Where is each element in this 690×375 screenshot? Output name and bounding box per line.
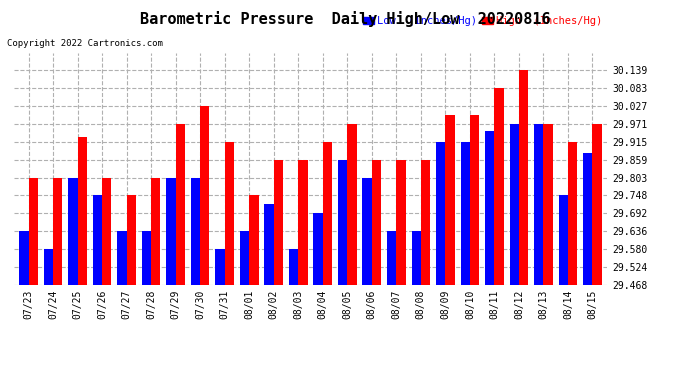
- Bar: [92, 195, 102, 285]
- Bar: [593, 124, 602, 285]
- Bar: [68, 178, 77, 285]
- Bar: [445, 115, 455, 285]
- Bar: [53, 178, 62, 285]
- Bar: [19, 231, 28, 285]
- Bar: [142, 231, 151, 285]
- Bar: [215, 249, 225, 285]
- Bar: [372, 160, 381, 285]
- Bar: [568, 142, 578, 285]
- Bar: [436, 142, 445, 285]
- Bar: [544, 124, 553, 285]
- Bar: [117, 231, 126, 285]
- Bar: [559, 195, 568, 285]
- Text: Barometric Pressure  Daily High/Low  20220816: Barometric Pressure Daily High/Low 20220…: [139, 11, 551, 27]
- Bar: [43, 249, 53, 285]
- Bar: [166, 178, 176, 285]
- Bar: [289, 249, 298, 285]
- Bar: [387, 231, 396, 285]
- Bar: [249, 195, 259, 285]
- Bar: [421, 160, 430, 285]
- Bar: [225, 142, 234, 285]
- Bar: [200, 106, 210, 285]
- Bar: [126, 195, 136, 285]
- Bar: [396, 160, 406, 285]
- Bar: [264, 204, 274, 285]
- Bar: [102, 178, 111, 285]
- Bar: [298, 160, 308, 285]
- Bar: [151, 178, 161, 285]
- Bar: [583, 153, 593, 285]
- Bar: [495, 88, 504, 285]
- Legend: Low  (Inches/Hg), High  (Inches/Hg): Low (Inches/Hg), High (Inches/Hg): [364, 16, 602, 26]
- Bar: [313, 213, 323, 285]
- Bar: [519, 70, 529, 285]
- Bar: [191, 178, 200, 285]
- Bar: [460, 142, 470, 285]
- Bar: [323, 142, 332, 285]
- Bar: [77, 137, 87, 285]
- Bar: [28, 178, 38, 285]
- Bar: [240, 231, 249, 285]
- Bar: [470, 115, 479, 285]
- Bar: [347, 124, 357, 285]
- Bar: [274, 160, 283, 285]
- Bar: [485, 131, 495, 285]
- Bar: [338, 160, 347, 285]
- Bar: [534, 124, 544, 285]
- Text: Copyright 2022 Cartronics.com: Copyright 2022 Cartronics.com: [7, 39, 163, 48]
- Bar: [510, 124, 519, 285]
- Bar: [411, 231, 421, 285]
- Bar: [362, 178, 372, 285]
- Bar: [176, 124, 185, 285]
